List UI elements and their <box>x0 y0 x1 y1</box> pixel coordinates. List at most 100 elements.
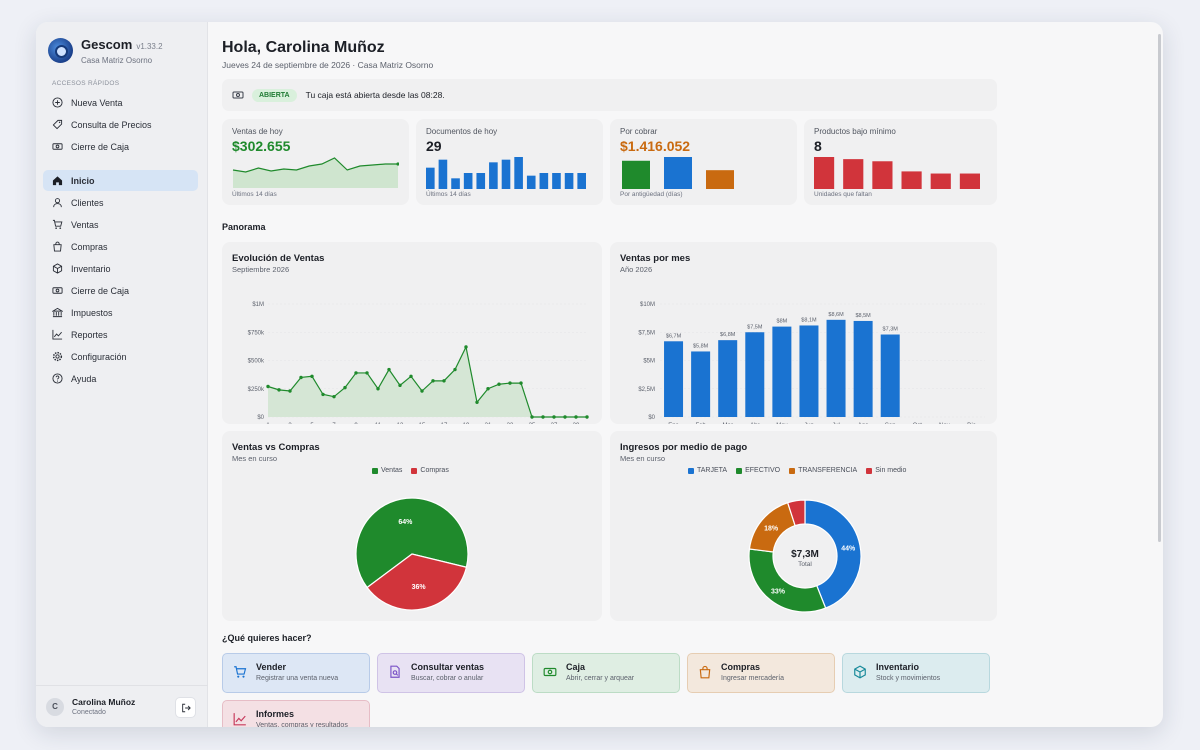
kpi-value: 8 <box>814 138 822 154</box>
quick-item-label: Cierre de Caja <box>71 141 130 152</box>
brand[interactable]: Gescom v1.33.2 Casa Matriz Osorno <box>48 36 163 65</box>
sidebar-item-impuestos[interactable]: Impuestos <box>43 302 198 323</box>
sidebar-item-reportes[interactable]: Reportes <box>43 324 198 345</box>
x-tick-label: 1 <box>266 423 270 424</box>
legend-item-compras[interactable]: Compras <box>411 467 449 474</box>
legend-item-sin-medio[interactable]: Sin medio <box>866 467 906 474</box>
legend-item-transferencia[interactable]: TRANSFERENCIA <box>789 467 857 474</box>
sidebar-item-cierre-caja[interactable]: Cierre de Caja <box>43 280 198 301</box>
action-informes[interactable]: Informes Ventas, compras y resultados <box>222 700 370 727</box>
sales-vs-purchases-pie[interactable]: 64% 36% <box>222 431 602 621</box>
mini-bar <box>539 173 549 189</box>
bar-value-label: $8,1M <box>801 317 817 323</box>
plus-circle-icon <box>52 97 63 108</box>
x-tick-label: Oct <box>913 423 923 424</box>
cash-icon <box>52 141 63 152</box>
action-compras[interactable]: Compras Ingresar mercadería <box>687 653 835 693</box>
bar-value-label: $8,5M <box>855 313 871 319</box>
mini-bar <box>463 173 473 189</box>
quick-item-consulta-precios[interactable]: Consulta de Precios <box>43 114 198 135</box>
kpi-card-ventas-hoy[interactable]: Ventas de hoy $302.655 Últimos 14 días <box>222 119 409 205</box>
bar <box>880 334 900 417</box>
x-tick-label: Abr <box>750 423 759 424</box>
mini-bar <box>901 171 922 189</box>
sidebar-item-configuracion[interactable]: Configuración <box>43 346 198 367</box>
sidebar-item-label: Impuestos <box>71 307 113 318</box>
sidebar-item-compras[interactable]: Compras <box>43 236 198 257</box>
quick-item-cierre-caja[interactable]: Cierre de Caja <box>43 136 198 157</box>
legend-item-ventas[interactable]: Ventas <box>372 467 402 474</box>
kpi-card-documentos[interactable]: Documentos de hoy 29 Últimos 14 días <box>416 119 603 205</box>
tag-icon <box>52 119 63 130</box>
quick-item-nueva-venta[interactable]: Nueva Venta <box>43 92 198 113</box>
app-window: Gescom v1.33.2 Casa Matriz Osorno ACCESOS… <box>36 22 1163 727</box>
scrollbar[interactable] <box>1158 34 1161 542</box>
legend-swatch <box>866 467 873 474</box>
sidebar-item-label: Compras <box>71 241 108 252</box>
action-vender[interactable]: Vender Registrar una venta nueva <box>222 653 370 693</box>
action-description: Abrir, cerrar y arquear <box>566 675 635 682</box>
legend-item-tarjeta[interactable]: TARJETA <box>688 467 727 474</box>
kpi-label: Documentos de hoy <box>426 127 498 136</box>
data-point <box>343 385 347 390</box>
action-inventario[interactable]: Inventario Stock y movimientos <box>842 653 990 693</box>
bar-value-label: $5,8M <box>693 343 709 349</box>
sidebar-item-ayuda[interactable]: Ayuda <box>43 368 198 389</box>
kpi-footnote: Por antigüedad (días) <box>620 191 683 198</box>
mini-bar <box>489 162 498 189</box>
data-point <box>409 374 413 379</box>
x-tick-label: 7 <box>332 423 336 424</box>
logout-button[interactable] <box>175 697 196 718</box>
action-title: Consultar ventas <box>411 662 485 672</box>
sidebar: Gescom v1.33.2 Casa Matriz Osorno ACCESOS… <box>36 22 208 727</box>
sidebar-item-inventario[interactable]: Inventario <box>43 258 198 279</box>
bag-icon <box>52 241 63 252</box>
slice-label: 36% <box>412 584 427 591</box>
mini-bar <box>514 157 523 189</box>
bag-icon <box>699 665 711 679</box>
data-point <box>530 415 534 419</box>
monthly-sales-chart[interactable]: $0 $2,5M $5M $7,5M $10M $6,7M Ene $5,8M Feb $6,8M… <box>610 242 997 424</box>
chart-title: Evolución de Ventas <box>232 253 325 264</box>
action-title: Inventario <box>876 662 920 672</box>
sidebar-item-label: Cierre de Caja <box>71 285 130 296</box>
app-name: Gescom <box>81 37 133 52</box>
action-title: Compras <box>721 662 761 672</box>
sparkline-area <box>233 158 398 188</box>
bank-icon <box>52 307 63 318</box>
chart-subtitle: Año 2026 <box>620 265 653 274</box>
chart-subtitle: Septiembre 2026 <box>232 265 290 274</box>
sales-evolution-card: Evolución de Ventas Septiembre 2026 $0 $2… <box>222 242 602 424</box>
area-fill <box>268 346 587 417</box>
data-point <box>332 394 336 399</box>
mini-bar <box>552 173 561 189</box>
bar-value-label: $8,6M <box>828 312 844 318</box>
kpi-card-por-cobrar[interactable]: Por cobrar $1.416.052 Por antigüedad (dí… <box>610 119 797 205</box>
sidebar-item-inicio[interactable]: Inicio <box>43 170 198 191</box>
mini-bar <box>959 173 980 189</box>
mini-bar <box>451 178 460 189</box>
x-tick-label: 11 <box>375 423 382 424</box>
sales-evolution-chart[interactable]: $0$250k$500k$750k$1M13579111315171921232… <box>222 242 602 424</box>
avatar[interactable]: C <box>46 697 64 716</box>
x-tick-label: Ago <box>858 423 869 424</box>
kpi-value: $302.655 <box>232 138 291 154</box>
legend-item-efectivo[interactable]: EFECTIVO <box>736 467 780 474</box>
data-point <box>552 415 556 419</box>
action-consultar-ventas[interactable]: Consultar ventas Buscar, cobrar o anular <box>377 653 525 693</box>
sidebar-item-ventas[interactable]: Ventas <box>43 214 198 235</box>
low-stock-minibars <box>814 157 980 189</box>
data-point <box>541 415 545 419</box>
quick-access-list: Nueva Venta Consulta de Precios Cierre d… <box>43 92 198 158</box>
kpi-card-bajo-minimo[interactable]: Productos bajo mínimo 8 Unidades que fal… <box>804 119 997 205</box>
sidebar-item-clientes[interactable]: Clientes <box>43 192 198 213</box>
bar-value-label: $6,7M <box>666 333 682 339</box>
action-caja[interactable]: Caja Abrir, cerrar y arquear <box>532 653 680 693</box>
chart-title: Ingresos por medio de pago <box>620 442 748 453</box>
action-title: Caja <box>566 662 586 672</box>
kpi-label: Por cobrar <box>620 127 658 136</box>
data-point <box>442 379 446 383</box>
x-tick-label: 9 <box>354 423 358 424</box>
mini-bar <box>577 173 586 189</box>
